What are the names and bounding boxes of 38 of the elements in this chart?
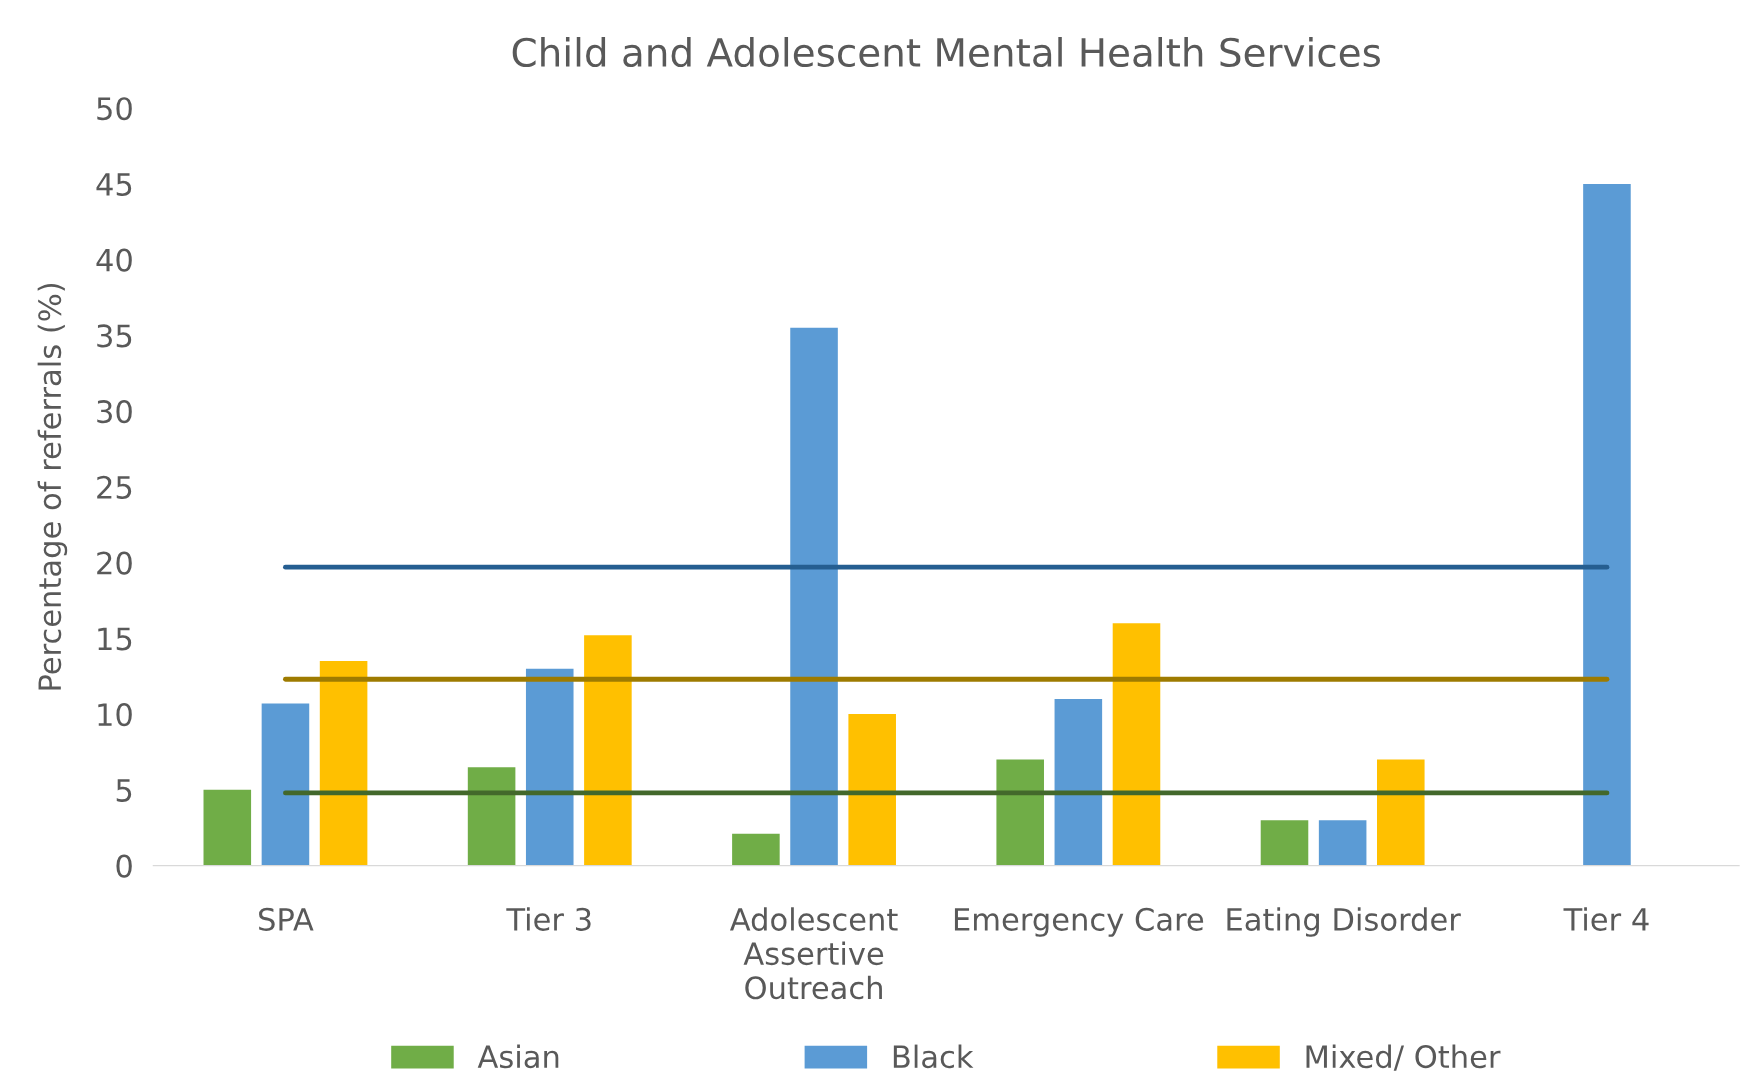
bar <box>1112 623 1161 866</box>
bar <box>848 714 896 866</box>
x-tick-label: Eating Disorder <box>1227 907 1461 937</box>
y-tick-label: 40 <box>96 248 132 272</box>
bar <box>996 759 1044 866</box>
y-tick-label: 50 <box>97 97 132 121</box>
bar <box>319 661 368 866</box>
bar <box>1260 820 1309 866</box>
bar <box>525 668 574 866</box>
x-tick-label: SPA <box>259 907 314 931</box>
x-tick-label: Adolescent Assertive Outreach <box>729 907 898 1000</box>
legend-label: Asian <box>477 1044 559 1069</box>
bar <box>261 703 310 866</box>
x-tick-label: Emergency Care <box>954 907 1204 937</box>
x-tick-label: Tier 4 <box>1563 907 1649 931</box>
bar <box>467 767 516 866</box>
bar <box>1054 698 1103 866</box>
bar <box>732 833 780 866</box>
y-tick-label: 0 <box>116 854 132 878</box>
bar <box>584 635 632 866</box>
bar <box>1318 820 1367 866</box>
bar <box>1583 183 1631 866</box>
bar <box>203 789 252 866</box>
y-axis-title: Percentage of referrals (%) <box>37 283 68 690</box>
y-tick-label: 15 <box>98 627 132 651</box>
x-tick-label: Tier 3 <box>506 907 591 931</box>
y-tick-label: 45 <box>96 173 132 196</box>
y-tick-label: 20 <box>97 551 132 575</box>
bar <box>790 327 838 866</box>
y-tick-label: 10 <box>98 703 132 727</box>
y-tick-label: 25 <box>97 475 132 499</box>
y-tick-label: 5 <box>116 779 132 802</box>
legend-label: Black <box>893 1044 974 1069</box>
y-tick-label: 35 <box>97 324 132 348</box>
legend-label: Mixed/ Other <box>1306 1044 1501 1071</box>
chart-title: Child and Adolescent Mental Health Services <box>512 36 1380 68</box>
bar <box>1377 759 1425 866</box>
y-tick-label: 30 <box>97 400 132 424</box>
